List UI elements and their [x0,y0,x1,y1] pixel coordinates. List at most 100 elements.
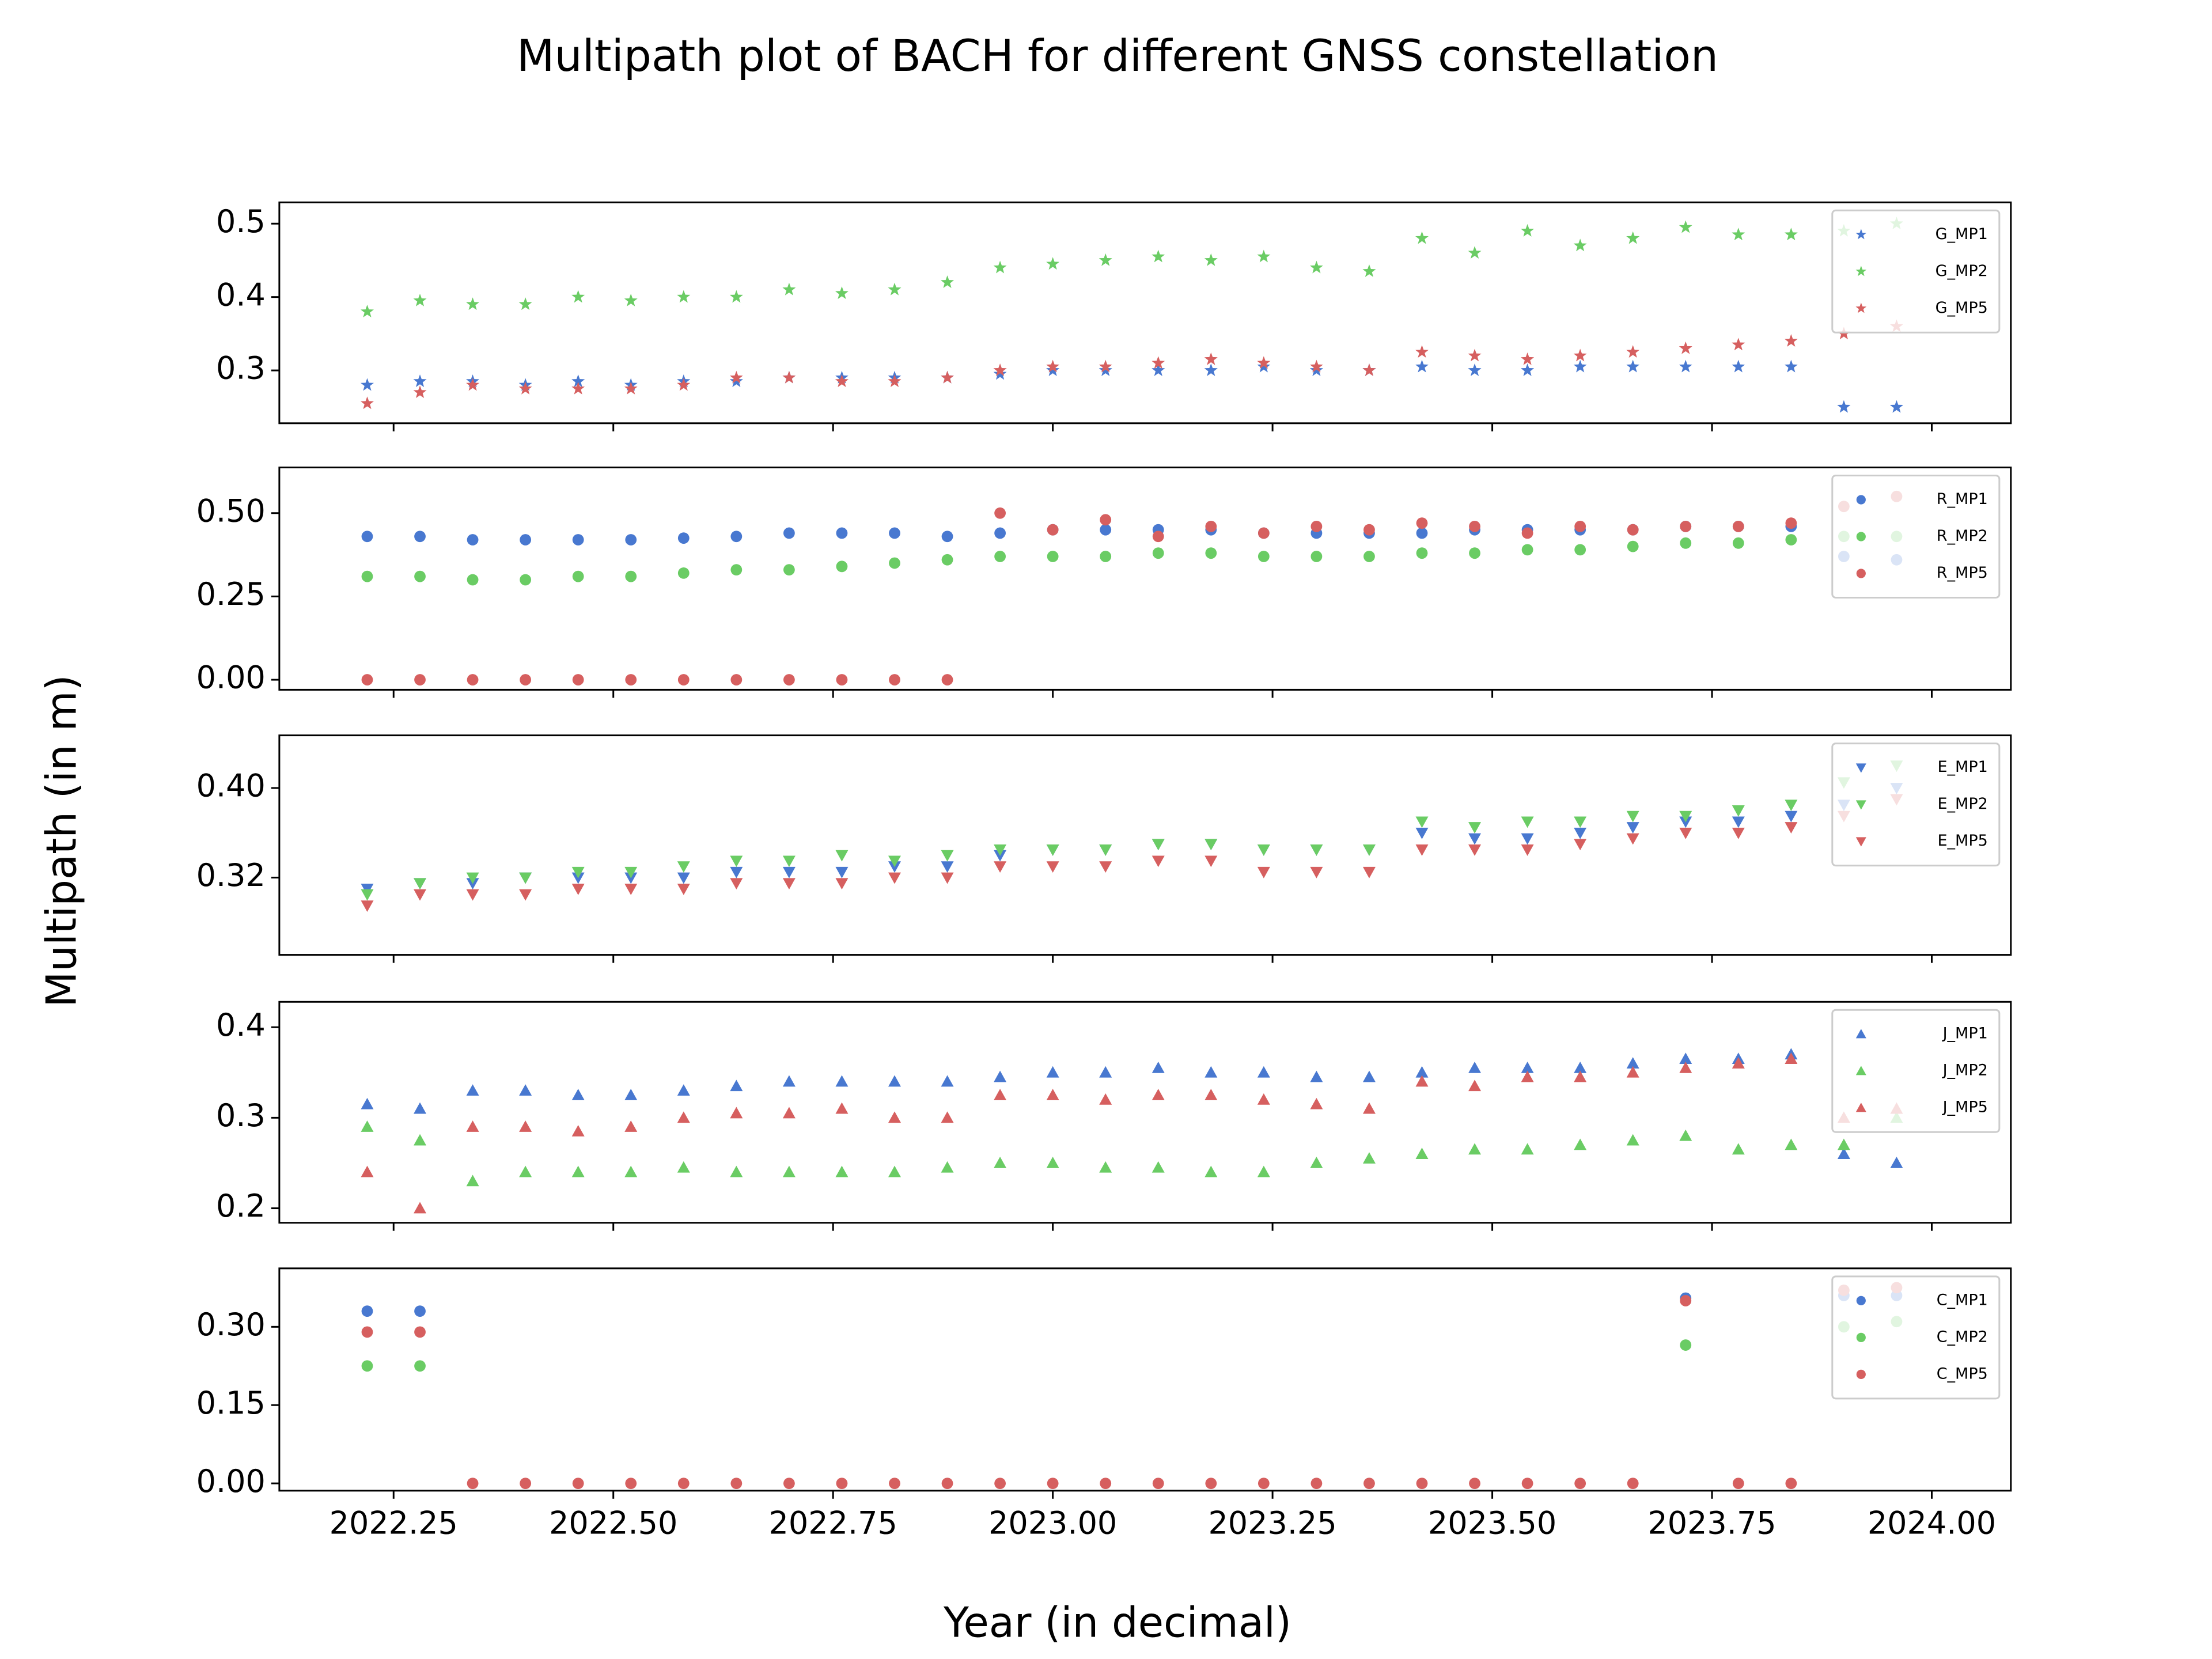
point [1099,1066,1112,1078]
point [888,1075,901,1087]
point [361,1120,374,1132]
point [361,674,373,685]
point [1257,527,1270,539]
point [1046,363,1060,376]
point [466,872,479,884]
point [994,1070,1007,1082]
y-tick-label: 0.15 [196,1385,266,1421]
point [571,374,585,387]
point [414,1326,426,1338]
point [941,1161,954,1173]
point [1521,1478,1533,1490]
point [1257,551,1270,562]
point [520,674,532,685]
point [1468,246,1482,259]
point [1785,1478,1797,1490]
point [1468,349,1482,362]
point [888,374,902,387]
point [624,884,638,895]
axes-frame [278,466,2012,691]
point [1521,352,1535,365]
point [1626,345,1640,358]
point [414,1134,427,1146]
point [1152,531,1164,543]
point [1099,253,1112,266]
point [1046,861,1059,873]
point [466,1120,479,1132]
point [413,293,427,306]
point [414,1360,426,1372]
point [941,872,954,884]
point [730,1478,743,1490]
point [1521,527,1533,539]
point [1257,249,1271,263]
legend-box [1831,743,2001,867]
point [677,1478,690,1490]
point [1468,844,1482,856]
point [1257,359,1271,373]
point [1521,1070,1534,1082]
point [1362,1152,1376,1164]
point [677,567,690,579]
point [361,900,374,912]
point [1574,1478,1586,1490]
point [941,1478,953,1490]
point [1574,1061,1587,1073]
point [571,866,585,878]
point [783,527,795,539]
point [1521,544,1533,556]
point [888,282,902,296]
point [994,861,1007,873]
point [466,378,480,391]
point [1626,231,1640,244]
point [1309,260,1323,274]
point [730,531,743,543]
point [888,1165,901,1177]
point [1890,1156,1903,1168]
point [1257,1093,1270,1105]
axes-frame [278,734,2012,956]
x-tick-label: 2022.50 [549,1505,677,1541]
point [1732,359,1745,373]
point [782,370,796,384]
point [467,1478,479,1490]
point [1468,363,1482,376]
legend-marker [1855,302,1867,313]
point [1680,1339,1692,1351]
legend-marker [1855,1066,1866,1075]
point [941,370,955,384]
point [1205,839,1218,851]
point [1152,249,1165,263]
point [1205,1066,1218,1078]
point [677,872,690,884]
point [1415,1066,1429,1078]
point [782,282,796,296]
point [624,381,638,395]
legend-marker [1856,532,1866,541]
point [1679,1129,1692,1141]
point [466,889,479,901]
point [836,674,848,685]
point [1310,1070,1323,1082]
y-tick-label: 0.5 [216,203,266,240]
point [677,378,691,391]
point [994,844,1007,856]
point [1100,1478,1112,1490]
point [1732,816,1745,828]
point [1152,363,1165,376]
point [783,674,795,685]
point [1099,844,1112,856]
legend-label: C_MP1 [1937,1291,1988,1309]
point [519,1120,532,1132]
point [624,1089,638,1100]
point [1310,1156,1323,1168]
point [889,557,900,569]
point [361,1097,374,1109]
point [1573,359,1587,373]
point [1100,524,1112,536]
point [1521,816,1534,828]
point [624,1165,638,1177]
axes-frame [278,1001,2012,1224]
point [1574,827,1587,839]
point [1310,1097,1323,1109]
